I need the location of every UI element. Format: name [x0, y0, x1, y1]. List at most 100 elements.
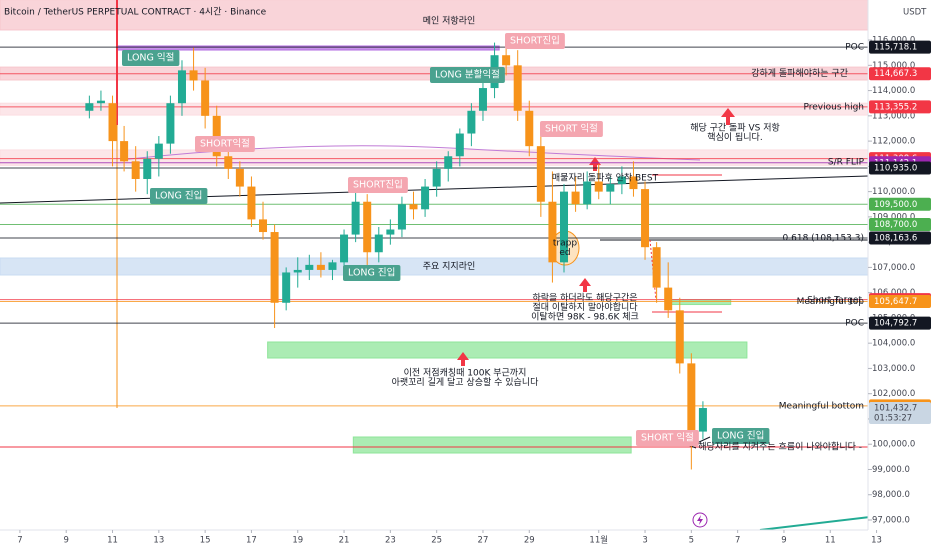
price-label: 108,700.0: [874, 220, 917, 230]
price-label-box: [869, 231, 931, 245]
candle-body: [478, 88, 487, 111]
note: Short Target: [807, 296, 862, 306]
x-tick-label: 11: [825, 536, 836, 546]
price-label: 104,792.7: [874, 319, 917, 329]
level-name: Meaningful top: [797, 297, 865, 307]
candle-body: [293, 269, 302, 273]
candle-body: [455, 133, 464, 157]
candle-body: [664, 287, 673, 311]
x-tick-label: 7: [17, 536, 22, 546]
y-tick-label: 115,000.0: [872, 61, 915, 71]
y-tick-label: 99,000.0: [872, 465, 910, 475]
candle-body: [201, 80, 210, 116]
level-name: Meaningful bottom: [779, 401, 864, 411]
tag-label: LONG 진입: [348, 267, 395, 279]
x-tick-label: 13: [871, 536, 882, 546]
price-label: 109,500.0: [874, 200, 917, 210]
candle-body: [467, 110, 476, 134]
candle-body: [525, 110, 534, 147]
zone-label: 메인 저항라인: [423, 15, 476, 26]
candle-body: [120, 141, 129, 162]
arrow: [457, 352, 469, 366]
candle-body: [444, 156, 453, 169]
tag-label: SHORT 익절: [545, 123, 598, 135]
candle-body: [583, 181, 592, 205]
level-name: 0.618 (108,153.3): [783, 234, 864, 244]
y-tick-label: 98,000.0: [872, 490, 910, 500]
x-tick-label: 29: [524, 536, 535, 546]
y-tick-label: 103,000.0: [872, 364, 915, 374]
price-label: 113,355.2: [874, 102, 917, 112]
price-label: 114,667.3: [874, 69, 917, 79]
price-label-box: [869, 316, 931, 330]
x-tick-label: 11: [107, 536, 118, 546]
candle-body: [536, 146, 545, 202]
price-label: 105,647.7: [874, 297, 917, 307]
candle-body: [154, 143, 163, 159]
candle-body: [421, 186, 430, 210]
note: 매물자리 돌파후 안착 BEST: [552, 173, 659, 184]
x-tick-label: 5: [689, 536, 694, 546]
level-name: 강하게 돌파해야하는 구간: [751, 68, 848, 79]
tag-box: [430, 67, 505, 83]
tag-box: [348, 177, 408, 193]
current-price-box: [869, 402, 931, 425]
logo-bolt: [697, 515, 703, 525]
tag-box: [505, 33, 565, 49]
level-name: S/R FLIP: [828, 157, 865, 167]
candle-body: [513, 65, 522, 111]
x-tick-label: 19: [292, 536, 303, 546]
candle-body: [374, 234, 383, 253]
x-tick-label: 21: [339, 536, 350, 546]
trend-line: [0, 175, 869, 204]
candle-body: [340, 234, 349, 263]
price-label-box: [869, 40, 931, 54]
tag-label: LONG 익절: [127, 52, 174, 64]
tag-box: [712, 428, 770, 444]
zone: [667, 299, 732, 306]
candle-body: [502, 55, 511, 66]
arrow: [579, 278, 591, 292]
candle-body: [328, 262, 337, 270]
candle-body: [143, 158, 152, 179]
y-tick-label: 112,000.0: [872, 137, 915, 147]
current-price: 101,432.7: [874, 404, 917, 414]
x-tick-label: 13: [153, 536, 164, 546]
candle-body: [85, 103, 94, 111]
zone: [0, 0, 869, 31]
price-axis: [868, 0, 932, 550]
candle-body: [189, 70, 198, 81]
candle-body: [629, 176, 638, 190]
candle-body: [96, 100, 105, 104]
tag-label: SHORT진입: [510, 35, 560, 47]
pointer: [696, 436, 711, 444]
price-label-box: [869, 197, 931, 211]
candle-body: [224, 156, 233, 169]
currency: USDT: [903, 8, 927, 18]
x-tick-label: 3: [642, 536, 647, 546]
y-tick-label: 106,000.0: [872, 288, 915, 298]
candle-body: [571, 191, 580, 205]
x-tick-label: 9: [64, 536, 69, 546]
price-label: 115,718.1: [874, 43, 917, 53]
candle-body: [351, 201, 360, 235]
x-tick-label: 17: [246, 536, 257, 546]
candle-body: [270, 232, 279, 303]
candle-body: [560, 191, 569, 263]
price-label: 110,935.0: [874, 164, 917, 174]
note: 이탈하면 98K - 98.6K 체크: [531, 312, 639, 323]
tag-label: SHORT익절: [200, 138, 250, 150]
price-label-box: [869, 67, 931, 81]
candle-body: [548, 201, 557, 263]
x-tick-label: 23: [385, 536, 396, 546]
zone: [267, 341, 748, 359]
note: 해당 구간 돌파 VS 저항: [690, 123, 780, 134]
candle-body: [235, 168, 244, 187]
zone-label: 주요 지지라인: [423, 261, 476, 272]
note: ed: [559, 248, 570, 258]
price-label: 108,163.6: [874, 234, 917, 244]
tag-box: [195, 136, 255, 152]
y-tick-label: 113,000.0: [872, 111, 915, 121]
time-axis: [0, 530, 868, 550]
note: 하락을 하더라도 해당구간은: [532, 292, 637, 304]
